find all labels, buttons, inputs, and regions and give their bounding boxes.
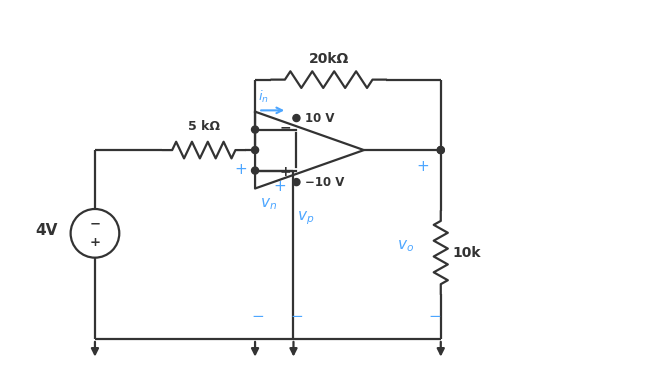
Text: −: − <box>428 309 441 324</box>
Text: +: + <box>234 162 247 177</box>
Circle shape <box>293 179 300 185</box>
Text: $i_n$: $i_n$ <box>258 89 269 105</box>
Text: −: − <box>279 120 291 134</box>
Circle shape <box>251 126 258 133</box>
Text: −10 V: −10 V <box>305 176 345 188</box>
Text: −: − <box>252 309 264 324</box>
Text: $v_p$: $v_p$ <box>297 210 314 227</box>
Text: +: + <box>89 236 100 250</box>
Text: +: + <box>273 179 286 194</box>
Circle shape <box>437 147 444 153</box>
Text: 20kΩ: 20kΩ <box>309 52 349 66</box>
Text: 10 V: 10 V <box>305 112 335 124</box>
Text: $v_n$: $v_n$ <box>260 197 277 212</box>
Text: −: − <box>290 309 303 324</box>
Text: 5 kΩ: 5 kΩ <box>188 120 220 133</box>
Circle shape <box>251 147 258 153</box>
Text: 10k: 10k <box>452 245 481 259</box>
Text: $v_o$: $v_o$ <box>397 238 414 254</box>
Circle shape <box>251 167 258 174</box>
Circle shape <box>437 147 444 153</box>
Text: −: − <box>89 218 100 231</box>
Text: +: + <box>279 165 291 179</box>
Text: 4V: 4V <box>35 223 58 238</box>
Circle shape <box>293 115 300 121</box>
Text: +: + <box>417 159 429 173</box>
